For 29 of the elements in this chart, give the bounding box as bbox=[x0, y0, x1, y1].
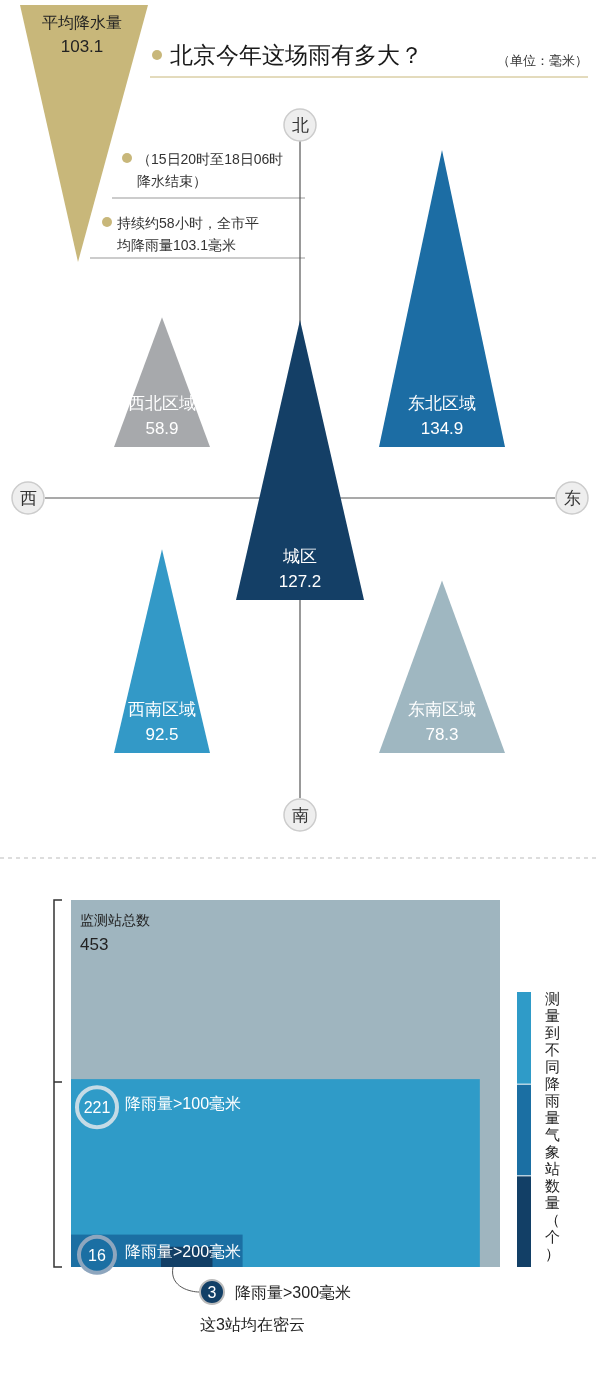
category-label: 东北区域 bbox=[408, 394, 476, 413]
category-label: 西南区域 bbox=[128, 700, 196, 719]
data-label: 58.9 bbox=[145, 419, 179, 438]
data-label: 3 bbox=[207, 1284, 217, 1301]
category-label: 城区 bbox=[282, 547, 317, 566]
data-label: 127.2 bbox=[278, 572, 322, 591]
text: 南 bbox=[291, 806, 309, 825]
data-label: 134.9 bbox=[420, 419, 464, 438]
data-label: 78.3 bbox=[425, 725, 459, 744]
text: 北京今年这场雨有多大？ bbox=[170, 42, 423, 68]
category-label: 降雨量>300毫米 bbox=[235, 1284, 352, 1301]
text: 西 bbox=[19, 489, 37, 508]
text: （单位：毫米） bbox=[497, 53, 588, 68]
text: （15日20时至18日06时降水结束） bbox=[137, 151, 284, 189]
text: 103.1 bbox=[60, 37, 104, 56]
category-label: 监测站总数 bbox=[80, 912, 150, 928]
data-label: 16 bbox=[88, 1246, 106, 1264]
text: 这3站均在密云 bbox=[200, 1316, 305, 1333]
text: 平均降水量 bbox=[42, 14, 122, 31]
text: 持续约58小时，全市平均降雨量103.1毫米 bbox=[116, 215, 259, 253]
text: 东 bbox=[563, 489, 581, 508]
category-label: 降雨量>200毫米 bbox=[125, 1242, 242, 1260]
text: 北 bbox=[291, 116, 309, 135]
data-label: 92.5 bbox=[145, 725, 179, 744]
category-label: 东南区域 bbox=[408, 700, 476, 719]
text: 测量到不同降雨量气象站数量（个） bbox=[544, 990, 560, 1262]
data-label: 453 bbox=[80, 935, 109, 954]
data-label: 221 bbox=[83, 1099, 111, 1117]
category-label: 降雨量>100毫米 bbox=[125, 1095, 242, 1113]
